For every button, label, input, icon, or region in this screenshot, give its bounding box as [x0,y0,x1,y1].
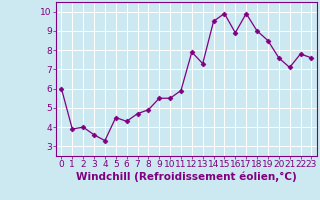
X-axis label: Windchill (Refroidissement éolien,°C): Windchill (Refroidissement éolien,°C) [76,172,297,182]
